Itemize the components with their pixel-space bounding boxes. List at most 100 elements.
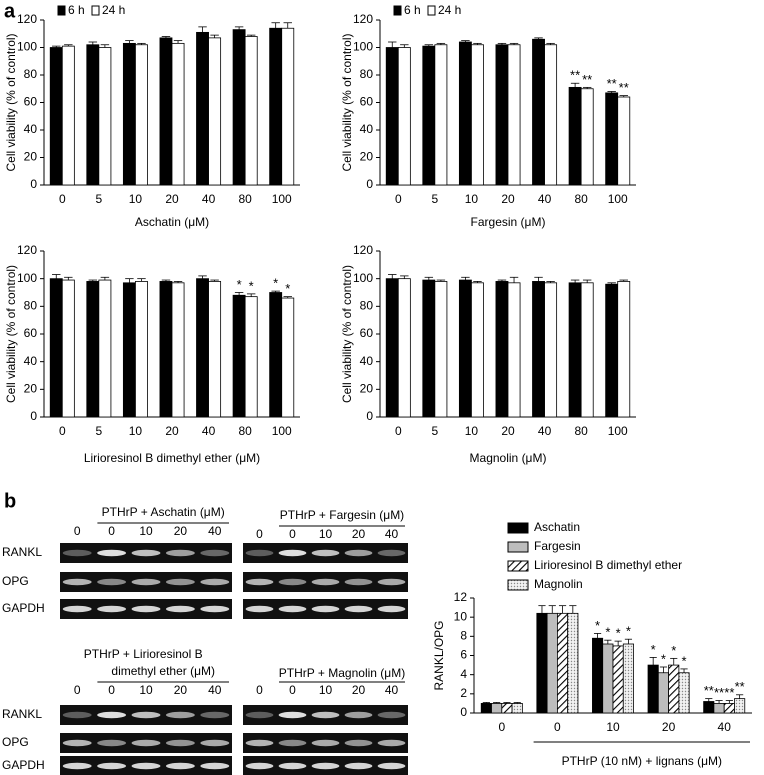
bar bbox=[471, 44, 484, 186]
y-tick-label: 4 bbox=[460, 667, 467, 681]
bar bbox=[592, 637, 604, 714]
error-bar bbox=[497, 42, 507, 45]
x-tick-label: 100 bbox=[608, 424, 628, 438]
error-bar bbox=[614, 640, 622, 646]
y-tick-label: 8 bbox=[460, 629, 467, 643]
bar bbox=[122, 42, 136, 186]
error-bar bbox=[161, 279, 171, 282]
error-bar bbox=[509, 276, 519, 283]
y-tick-label: 120 bbox=[353, 243, 373, 257]
gel-row-label: GAPDH bbox=[2, 758, 45, 772]
gel-title: PTHrP + Magnolin (μM) bbox=[279, 666, 405, 680]
error-bar bbox=[246, 293, 256, 297]
gel-band bbox=[245, 549, 274, 557]
lane-label: 10 bbox=[139, 524, 153, 538]
x-axis-label: Lirioresinol B dimethyl ether (μM) bbox=[84, 451, 260, 465]
gel-band bbox=[165, 605, 195, 613]
x-tick-label: 40 bbox=[538, 192, 552, 206]
bar bbox=[422, 279, 436, 418]
error-bar bbox=[570, 82, 580, 88]
lane-label: 0 bbox=[289, 683, 296, 697]
error-bar bbox=[198, 26, 207, 33]
lane-label: 0 bbox=[256, 527, 263, 541]
lane-label: 40 bbox=[208, 524, 222, 538]
error-bar bbox=[473, 42, 482, 45]
x-tick-label: 80 bbox=[574, 424, 588, 438]
significance: * bbox=[626, 624, 631, 639]
bar bbox=[507, 282, 521, 418]
gel-band bbox=[62, 711, 92, 719]
error-bar bbox=[400, 44, 409, 48]
gel-band bbox=[200, 578, 230, 586]
lane-label: 40 bbox=[385, 683, 399, 697]
error-bar bbox=[649, 657, 657, 666]
gel-band bbox=[377, 605, 406, 613]
y-tick-label: 0 bbox=[366, 177, 373, 191]
error-bar bbox=[198, 275, 207, 279]
y-tick-label: 80 bbox=[360, 299, 374, 313]
bar bbox=[501, 703, 513, 714]
y-tick-label: 120 bbox=[17, 12, 37, 26]
error-bar bbox=[436, 42, 446, 45]
error-bar bbox=[534, 276, 543, 282]
bar bbox=[244, 296, 258, 418]
gel-band bbox=[62, 605, 92, 613]
y-tick-label: 80 bbox=[24, 67, 38, 81]
y-tick-label: 40 bbox=[360, 122, 374, 136]
significance: * bbox=[249, 278, 254, 293]
bar bbox=[647, 664, 659, 714]
error-bar bbox=[593, 633, 602, 639]
x-tick-label: 80 bbox=[574, 192, 588, 206]
y-tick-label: 6 bbox=[460, 648, 467, 662]
error-bar bbox=[461, 276, 470, 281]
error-bar bbox=[582, 279, 592, 283]
gel-band bbox=[97, 762, 127, 770]
gel-band bbox=[165, 762, 195, 770]
y-tick-label: 40 bbox=[360, 354, 374, 368]
gel-band bbox=[131, 605, 161, 613]
bar bbox=[281, 27, 295, 186]
legend-swatch bbox=[57, 5, 66, 16]
gel-band bbox=[344, 711, 373, 719]
error-bar bbox=[548, 605, 556, 614]
gel-band bbox=[131, 762, 161, 770]
legend-label: Fargesin bbox=[534, 539, 581, 553]
y-tick-label: 12 bbox=[454, 590, 468, 604]
gel-band bbox=[200, 605, 230, 613]
bar bbox=[458, 279, 472, 418]
bar bbox=[723, 703, 735, 714]
gel-band bbox=[245, 711, 274, 719]
error-bar bbox=[570, 279, 580, 283]
x-tick-label: 0 bbox=[395, 192, 402, 206]
bar bbox=[397, 278, 411, 418]
y-tick-label: 20 bbox=[360, 382, 374, 396]
gel-band bbox=[62, 578, 92, 586]
x-tick-label: 5 bbox=[432, 424, 439, 438]
x-tick-label: 5 bbox=[432, 192, 439, 206]
bar bbox=[622, 643, 634, 714]
y-tick-label: 20 bbox=[360, 150, 374, 164]
gel-band bbox=[311, 605, 340, 613]
x-tick-label: 5 bbox=[96, 424, 103, 438]
legend-swatch bbox=[427, 5, 436, 16]
legend-label: 24 h bbox=[438, 3, 461, 17]
error-bar bbox=[546, 42, 555, 45]
gel-band bbox=[278, 549, 307, 557]
lane-label: 40 bbox=[385, 527, 399, 541]
x-tick-label: 10 bbox=[129, 424, 143, 438]
error-bar bbox=[705, 698, 713, 702]
y-tick-label: 60 bbox=[360, 95, 374, 109]
error-bar bbox=[424, 276, 434, 281]
significance: ** bbox=[570, 68, 580, 83]
error-bar bbox=[64, 276, 73, 281]
bar bbox=[98, 47, 112, 186]
bar bbox=[244, 36, 258, 186]
bar bbox=[605, 92, 619, 186]
lane-label: 0 bbox=[108, 683, 115, 697]
legend-swatch bbox=[507, 560, 529, 572]
gel-band bbox=[131, 578, 161, 586]
bar bbox=[434, 44, 448, 186]
x-tick-label: 0 bbox=[59, 192, 66, 206]
